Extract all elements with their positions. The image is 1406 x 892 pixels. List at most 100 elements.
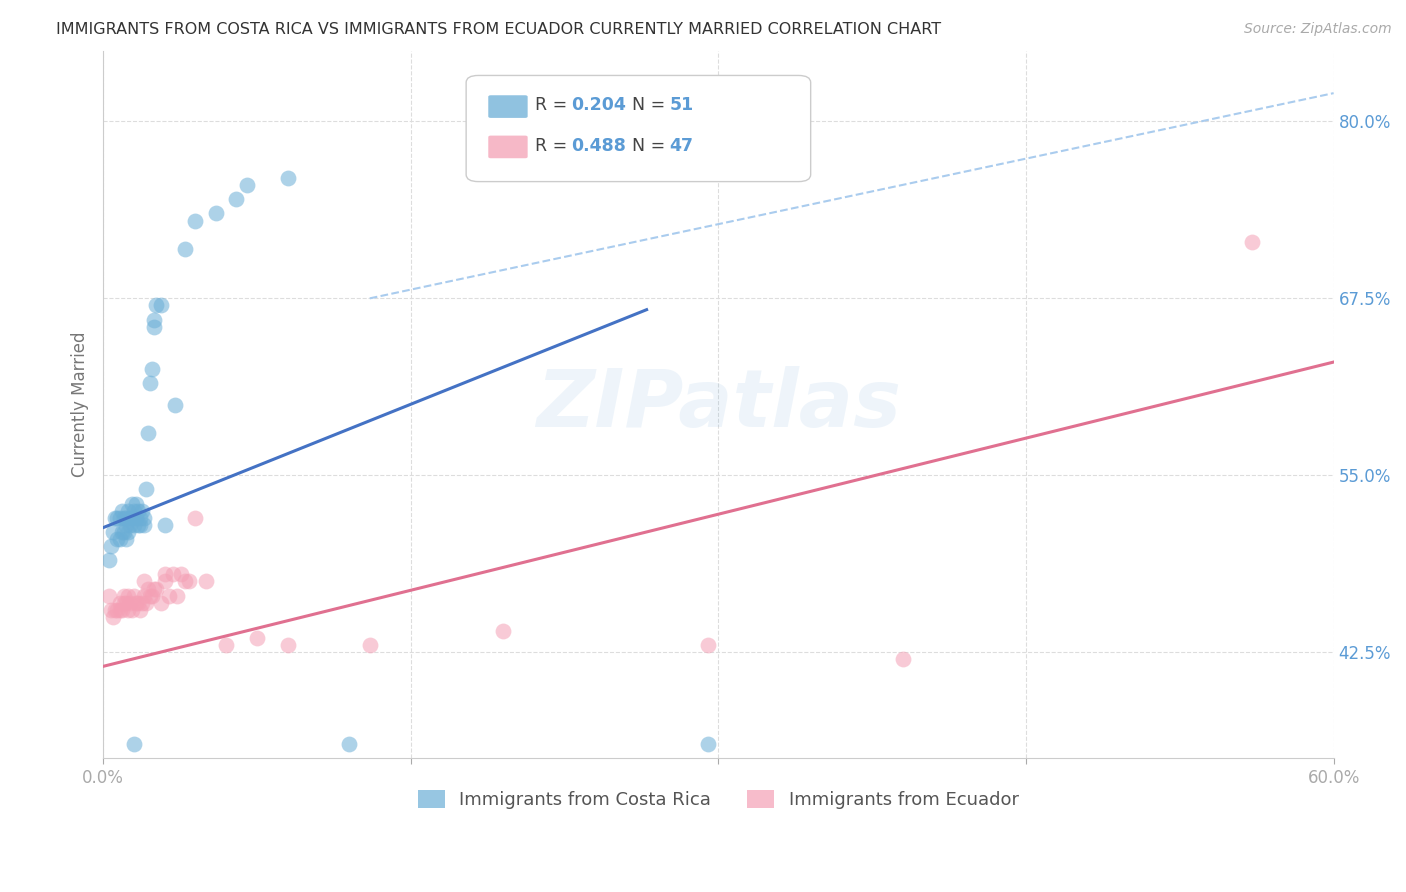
Point [118, 510, 141, 524]
Point [166, 589, 188, 603]
Point [277, 638, 299, 652]
Point [121, 497, 143, 511]
Point [110, 603, 132, 617]
Text: N =: N = [633, 96, 671, 114]
Point [153, 574, 176, 589]
Point [337, 737, 360, 751]
Point [149, 596, 172, 610]
Point [184, 510, 207, 524]
Point [131, 596, 153, 610]
Point [134, 517, 156, 532]
Point [112, 589, 135, 603]
Point [125, 510, 148, 524]
Point [215, 638, 238, 652]
Point [114, 532, 136, 546]
Point [118, 517, 141, 532]
Point [108, 510, 131, 524]
Point [891, 652, 914, 666]
Point [107, 510, 129, 524]
FancyBboxPatch shape [488, 95, 527, 118]
Point [174, 574, 197, 589]
Legend: Immigrants from Costa Rica, Immigrants from Ecuador: Immigrants from Costa Rica, Immigrants f… [411, 783, 1026, 816]
Point [121, 510, 143, 524]
Point [112, 524, 135, 539]
Point [157, 589, 180, 603]
Point [359, 638, 381, 652]
Point [205, 206, 228, 220]
Point [139, 589, 162, 603]
Point [112, 510, 135, 524]
Text: 47: 47 [669, 137, 693, 155]
Text: IMMIGRANTS FROM COSTA RICA VS IMMIGRANTS FROM ECUADOR CURRENTLY MARRIED CORRELAT: IMMIGRANTS FROM COSTA RICA VS IMMIGRANTS… [56, 22, 942, 37]
Point [114, 510, 136, 524]
FancyBboxPatch shape [488, 136, 527, 158]
Text: R =: R = [536, 96, 572, 114]
Point [170, 567, 193, 582]
Point [235, 178, 257, 193]
Point [136, 582, 159, 596]
Point [100, 539, 122, 553]
Point [125, 596, 148, 610]
Point [153, 517, 176, 532]
Point [184, 213, 207, 227]
Point [110, 524, 132, 539]
Point [143, 319, 166, 334]
Point [118, 596, 141, 610]
Point [127, 503, 149, 517]
Point [179, 574, 201, 589]
Point [246, 631, 269, 645]
Point [1240, 235, 1263, 249]
Point [108, 596, 131, 610]
Point [697, 638, 720, 652]
Point [135, 483, 157, 497]
Text: Source: ZipAtlas.com: Source: ZipAtlas.com [1244, 22, 1392, 37]
Point [697, 737, 720, 751]
Point [129, 517, 152, 532]
Point [117, 524, 139, 539]
Point [104, 510, 127, 524]
Point [127, 596, 149, 610]
Point [108, 603, 131, 617]
Point [122, 517, 145, 532]
Point [117, 603, 139, 617]
Point [145, 298, 167, 312]
Point [98, 589, 121, 603]
Point [98, 553, 121, 567]
Point [125, 497, 148, 511]
Text: N =: N = [633, 137, 671, 155]
Text: 0.488: 0.488 [571, 137, 626, 155]
Point [121, 603, 143, 617]
Point [129, 510, 152, 524]
Point [162, 567, 184, 582]
Point [117, 503, 139, 517]
Point [103, 609, 125, 624]
Point [104, 603, 127, 617]
FancyBboxPatch shape [467, 76, 811, 182]
Point [163, 397, 186, 411]
Point [103, 524, 125, 539]
Point [135, 596, 157, 610]
Point [107, 603, 129, 617]
Point [114, 517, 136, 532]
Point [110, 503, 132, 517]
Point [107, 532, 129, 546]
Point [134, 510, 156, 524]
Point [134, 589, 156, 603]
Point [129, 603, 152, 617]
Point [143, 312, 166, 326]
Point [174, 242, 197, 256]
Text: ZIPatlas: ZIPatlas [536, 366, 901, 443]
Point [108, 532, 131, 546]
Point [141, 362, 163, 376]
Y-axis label: Currently Married: Currently Married [72, 332, 89, 477]
Point [117, 589, 139, 603]
Point [122, 503, 145, 517]
Point [277, 171, 299, 186]
Point [149, 298, 172, 312]
Point [127, 517, 149, 532]
Point [100, 603, 122, 617]
Point [492, 624, 515, 638]
Text: R =: R = [536, 137, 572, 155]
Point [122, 589, 145, 603]
Point [136, 425, 159, 440]
